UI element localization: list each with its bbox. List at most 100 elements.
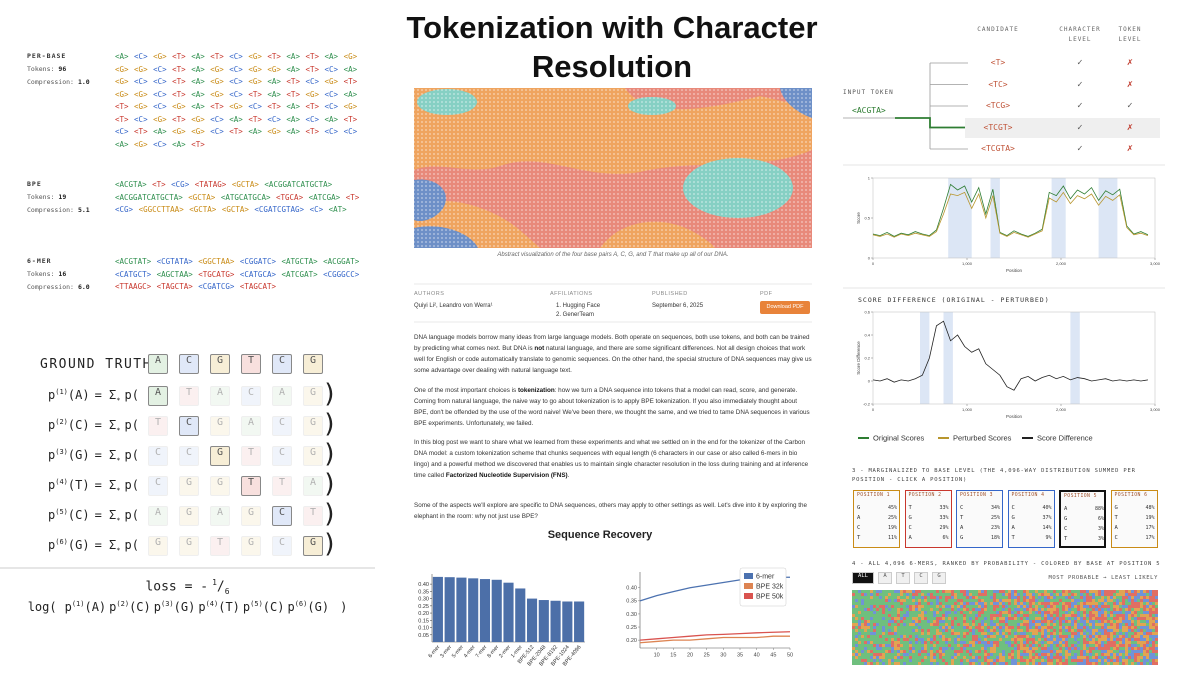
heatmap-cell xyxy=(1002,659,1005,662)
filter-button[interactable]: A xyxy=(878,572,892,584)
heatmap-cell xyxy=(885,647,888,650)
heatmap-cell xyxy=(1080,626,1083,629)
heatmap-cell xyxy=(1113,620,1116,623)
y-tick-label: 0.2 xyxy=(864,355,870,360)
character-level: ✓ xyxy=(1076,122,1084,132)
heatmap-cell xyxy=(1032,653,1035,656)
heatmap-cell xyxy=(984,614,987,617)
heatmap-cell xyxy=(1059,623,1062,626)
heatmap-cell xyxy=(1026,602,1029,605)
position-box[interactable]: POSITION 4 C 40% G 37% A 14% T 9% xyxy=(1007,490,1055,548)
heatmap-cell xyxy=(906,626,909,629)
heatmap-cell xyxy=(873,653,876,656)
heatmap-cell xyxy=(1080,662,1083,665)
heatmap-cell xyxy=(1092,638,1095,641)
heatmap-cell xyxy=(891,590,894,593)
heatmap-cell xyxy=(882,608,885,611)
heatmap-cell xyxy=(978,620,981,623)
heatmap-cell xyxy=(927,614,930,617)
heatmap-cell xyxy=(981,602,984,605)
position-box[interactable]: POSITION 3 C 34% T 25% A 23% G 18% xyxy=(956,490,1003,548)
heatmap-cell xyxy=(957,593,960,596)
heatmap-cell xyxy=(975,605,978,608)
heatmap-cell xyxy=(966,650,969,653)
filter-button[interactable]: G xyxy=(932,572,946,584)
heatmap-cell xyxy=(903,656,906,659)
filter-button[interactable]: T xyxy=(896,572,910,584)
heatmap-cell xyxy=(1032,602,1035,605)
heatmap-cell xyxy=(1032,638,1035,641)
heatmap-cell xyxy=(1020,599,1023,602)
heatmap-cell xyxy=(1026,590,1029,593)
heatmap-cell xyxy=(1140,641,1143,644)
filter-button[interactable]: ALL xyxy=(852,572,874,584)
heatmap-cell xyxy=(1044,635,1047,638)
heatmap-cell xyxy=(870,644,873,647)
heatmap-cell xyxy=(930,608,933,611)
heatmap-cell xyxy=(900,605,903,608)
position-index: (1) xyxy=(55,388,68,396)
y-tick-label: 0.10 xyxy=(418,626,429,632)
heatmap-cell xyxy=(921,593,924,596)
heatmap-cell xyxy=(1047,662,1050,665)
heatmap-cell xyxy=(1107,623,1110,626)
heatmap-cell xyxy=(996,641,999,644)
candidate-base: A xyxy=(272,386,292,406)
heatmap-cell xyxy=(990,638,993,641)
heatmap-cell xyxy=(1101,590,1104,593)
heatmap-cell xyxy=(900,659,903,662)
heatmap-cell xyxy=(1074,605,1077,608)
position-index: (4) xyxy=(205,600,219,608)
heatmap-cell xyxy=(963,647,966,650)
heatmap-cell xyxy=(1137,608,1140,611)
heatmap-cell xyxy=(855,623,858,626)
heatmap-cell xyxy=(1092,626,1095,629)
position-box[interactable]: POSITION 2 T 33% G 33% C 29% A 6% xyxy=(904,490,952,548)
heatmap-cell xyxy=(1029,653,1032,656)
heatmap-cell xyxy=(1149,647,1152,650)
text-run: not xyxy=(534,345,545,352)
x-tick-label: 2,000 xyxy=(1056,407,1067,412)
heatmap-cell xyxy=(885,608,888,611)
heatmap-cell xyxy=(912,635,915,638)
heatmap-cell xyxy=(1053,593,1056,596)
heatmap-cell xyxy=(918,611,921,614)
heatmap-cell xyxy=(1152,629,1155,632)
filter-button[interactable]: C xyxy=(914,572,928,584)
position-box[interactable]: POSITION 5 A 88% G 6% C 3% T 3% xyxy=(1059,490,1106,548)
character-level: ✓ xyxy=(1076,144,1084,153)
heatmap-cell xyxy=(894,662,897,665)
heatmap-cell xyxy=(1149,623,1152,626)
heatmap-cell xyxy=(951,644,954,647)
heatmap-cell xyxy=(990,620,993,623)
heatmap-cell xyxy=(993,638,996,641)
heatmap-cell xyxy=(984,656,987,659)
heatmap-cell xyxy=(945,644,948,647)
base-letter: A xyxy=(1011,525,1015,531)
heatmap-cell xyxy=(1107,626,1110,629)
heatmap-cell xyxy=(978,602,981,605)
heatmap-cell xyxy=(864,599,867,602)
position-box[interactable]: POSITION 6 G 48% T 19% A 17% C 17% xyxy=(1110,490,1158,548)
heatmap-cell xyxy=(951,602,954,605)
heatmap-cell xyxy=(1089,596,1092,599)
heatmap-cell xyxy=(1071,635,1074,638)
heatmap-cell xyxy=(999,656,1002,659)
heatmap-cell xyxy=(1104,602,1107,605)
heatmap-cell xyxy=(876,611,879,614)
heatmap-cell xyxy=(978,611,981,614)
heatmap-cell xyxy=(1098,632,1101,635)
heatmap-cell xyxy=(888,626,891,629)
heatmap-cell xyxy=(939,659,942,662)
position-box[interactable]: POSITION 1 G 45% A 25% C 19% T 11% xyxy=(853,490,900,548)
heatmap-cell xyxy=(984,647,987,650)
download-button[interactable]: Download PDF xyxy=(760,301,810,314)
y-tick-label: 0.4 xyxy=(864,332,870,337)
heatmap-cell xyxy=(1137,596,1140,599)
heatmap-cell xyxy=(1131,602,1134,605)
heatmap-cell xyxy=(984,599,987,602)
heatmap-cell xyxy=(1113,632,1116,635)
heatmap-cell xyxy=(936,599,939,602)
heatmap-cell xyxy=(861,608,864,611)
heatmap-cell xyxy=(963,623,966,626)
